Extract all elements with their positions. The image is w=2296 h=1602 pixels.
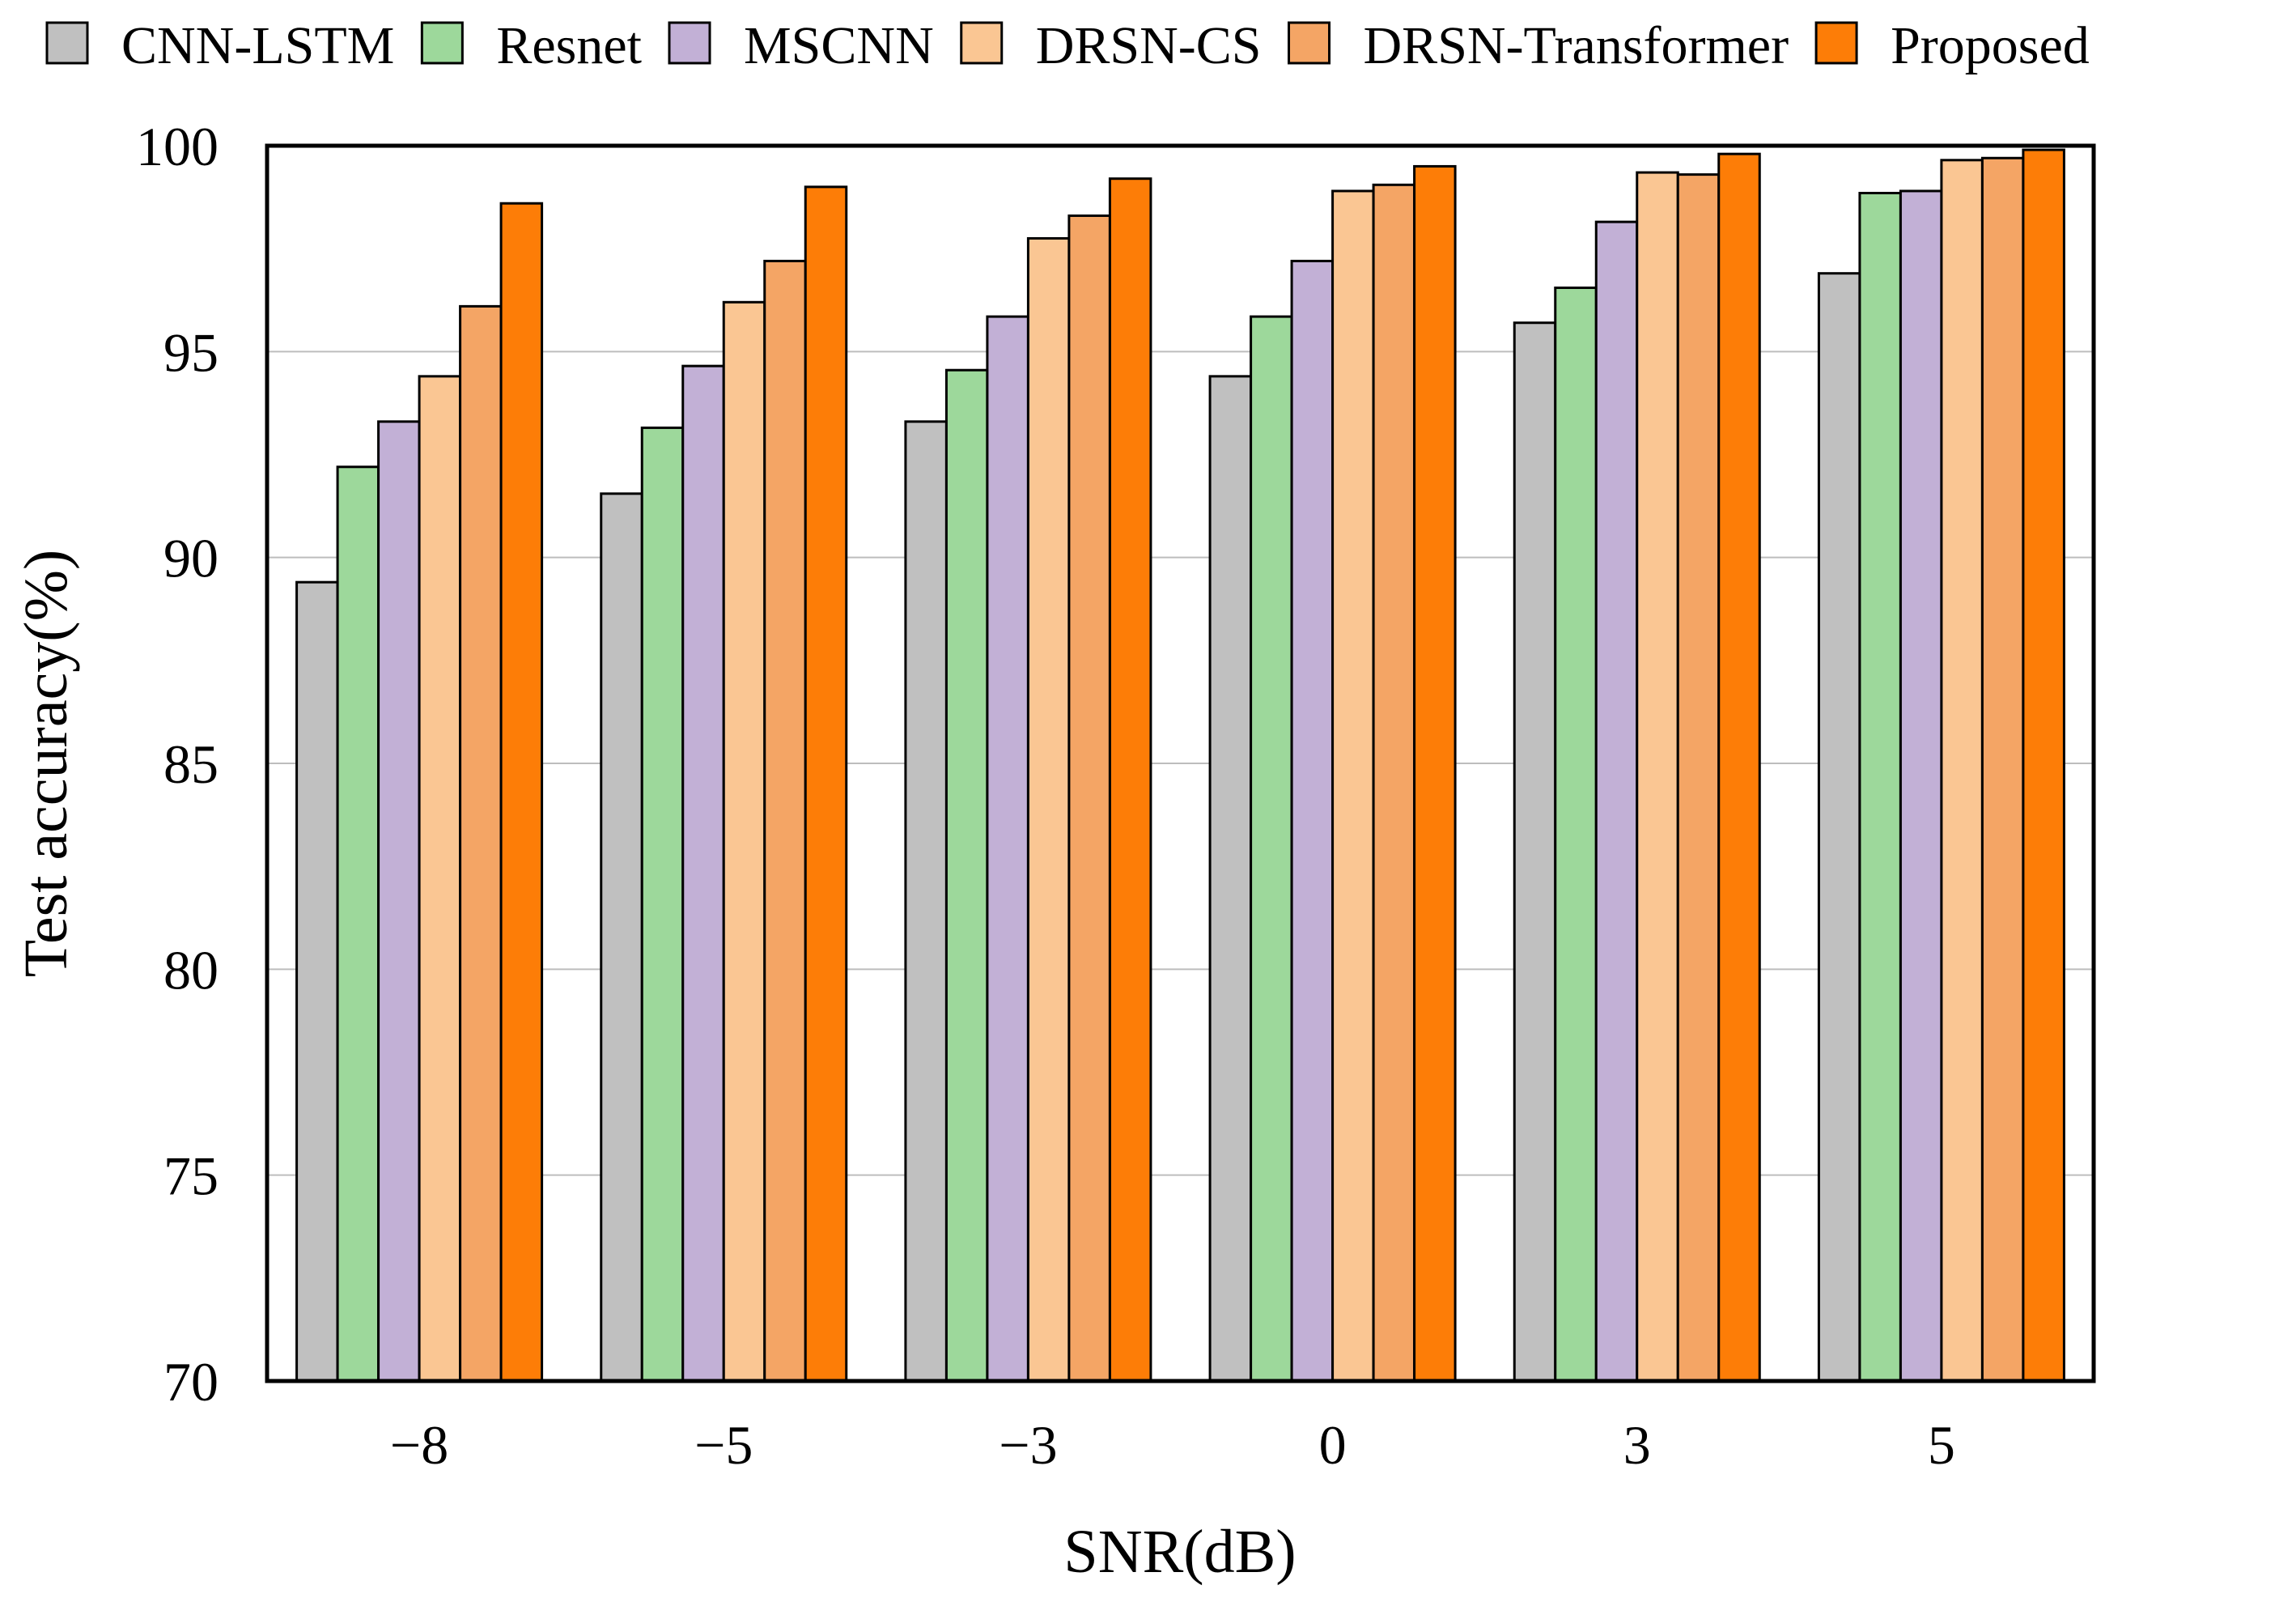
bar-mscnn (1899, 189, 1943, 1383)
bar-mscnn (986, 315, 1029, 1383)
bars-group (295, 148, 2065, 1383)
bar-proposed (499, 202, 544, 1383)
bar-cnn-lstm (904, 420, 948, 1383)
bar-proposed (2022, 148, 2065, 1383)
bar-drsn-transformer (1067, 214, 1111, 1383)
bar-drsn-transformer (459, 304, 503, 1383)
legend-swatch (668, 21, 711, 65)
legend-label: Proposed (1891, 16, 2090, 75)
legend-swatch (45, 21, 89, 65)
gridlines (267, 351, 2094, 1176)
x-tick-label: −8 (390, 1414, 448, 1476)
bar-mscnn (377, 420, 421, 1383)
y-tick-label: 75 (163, 1145, 219, 1207)
bar-proposed (804, 185, 848, 1383)
bar-drsn-cs (1636, 171, 1679, 1383)
x-tick-label: 0 (1319, 1414, 1347, 1476)
y-tick-label: 80 (163, 939, 219, 1001)
plot-frame (265, 143, 2096, 1383)
bar-cnn-lstm (1513, 321, 1557, 1383)
bar-drsn-cs (1331, 189, 1375, 1383)
bar-resnet (336, 465, 380, 1383)
bar-drsn-transformer (763, 259, 807, 1383)
bar-resnet (1554, 286, 1598, 1383)
bar-cnn-lstm (1817, 272, 1861, 1383)
x-axis: −8 −5 −3 0 3 5 (390, 1414, 1955, 1476)
bar-drsn-cs (722, 300, 766, 1383)
legend-swatch (1814, 21, 1858, 65)
y-tick-label: 100 (136, 116, 219, 177)
x-tick-label: 3 (1623, 1414, 1651, 1476)
bar-drsn-transformer (1980, 156, 2025, 1383)
bar-proposed (1108, 177, 1152, 1383)
y-tick-label: 70 (163, 1351, 219, 1413)
legend-label: DRSN-CS (1036, 16, 1262, 75)
bar-cnn-lstm (600, 492, 643, 1383)
bar-resnet (944, 368, 989, 1383)
y-tick-label: 85 (163, 733, 219, 795)
legend-swatch (420, 21, 464, 65)
legend-label: DRSN-Transformer (1364, 16, 1789, 75)
bar-drsn-cs (1940, 159, 1984, 1383)
bar-drsn-cs (1026, 236, 1071, 1383)
y-tick-label: 90 (163, 528, 219, 589)
bar-mscnn (1594, 220, 1639, 1383)
bar-drsn-cs (418, 375, 462, 1383)
bar-proposed (1717, 152, 1761, 1383)
y-axis-title: Test accuracy(%) (12, 550, 80, 977)
x-tick-label: −3 (999, 1414, 1057, 1476)
bar-drsn-transformer (1676, 173, 1721, 1383)
legend-label: MSCNN (744, 16, 934, 75)
legend-swatch (1288, 21, 1331, 65)
y-tick-label: 95 (163, 321, 219, 383)
x-tick-label: −5 (694, 1414, 753, 1476)
y-axis: 70 75 80 85 90 95 100 (136, 116, 219, 1413)
bar-cnn-lstm (1208, 375, 1253, 1383)
x-axis-title: SNR(dB) (1063, 1518, 1296, 1586)
legend: CNN-LSTM Resnet MSCNN DRSN-CS DRSN-Transform… (45, 16, 2090, 75)
legend-label: CNN-LSTM (121, 16, 394, 75)
bar-resnet (1250, 315, 1293, 1383)
legend-swatch (960, 21, 1004, 65)
bar-mscnn (1290, 259, 1335, 1383)
bar-proposed (1413, 164, 1457, 1383)
x-tick-label: 5 (1928, 1414, 1955, 1476)
bar-resnet (1858, 191, 1902, 1383)
bar-mscnn (681, 364, 725, 1383)
bar-cnn-lstm (295, 580, 339, 1383)
bar-resnet (640, 426, 685, 1383)
legend-label: Resnet (496, 16, 642, 75)
bar-drsn-transformer (1372, 183, 1416, 1383)
